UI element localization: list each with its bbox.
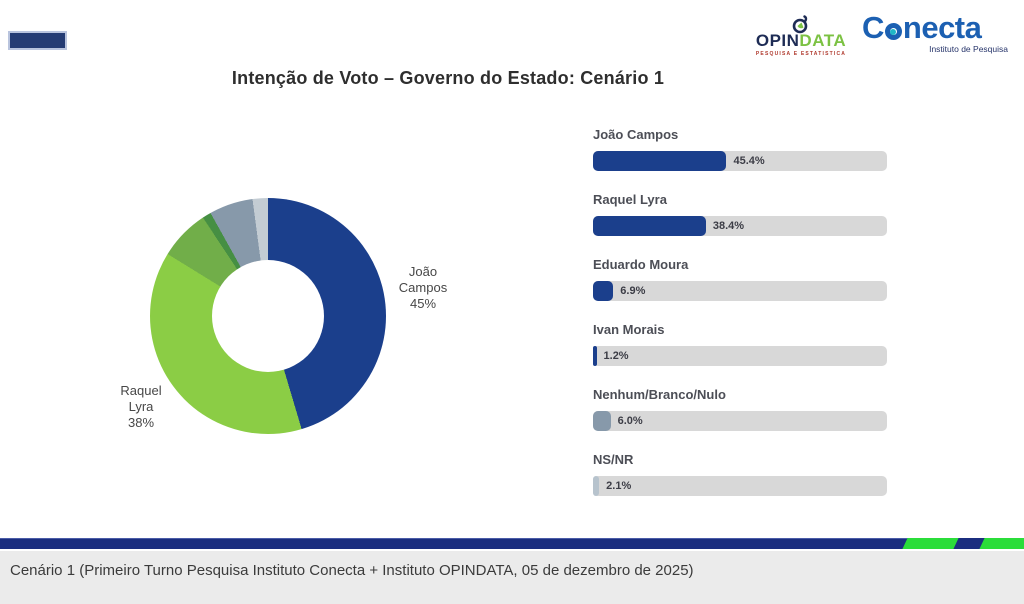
bar-fill <box>593 151 727 171</box>
bar-track: 38.4% <box>593 216 887 236</box>
donut-label-line: 45% <box>409 296 437 311</box>
bar-row-nenhum-branco-nulo: Nenhum/Branco/Nulo 6.0% <box>593 387 887 431</box>
bar-fill <box>593 411 611 431</box>
donut-chart <box>150 198 386 434</box>
bar-row-ns-nr: NS/NR 2.1% <box>593 452 887 496</box>
conecta-o-dot <box>890 28 897 35</box>
bar-row-joao-campos: João Campos 45.4% <box>593 127 887 171</box>
donut-label-raquel-lyra: Raquel Lyra 38% <box>108 383 174 431</box>
bar-fill <box>593 216 706 236</box>
opindata-wordmark: OPINDATA <box>750 32 852 50</box>
bar-fill <box>593 281 614 301</box>
magnifier-icon <box>792 15 808 34</box>
bar-label: Raquel Lyra <box>593 192 667 207</box>
donut-label-line: 38% <box>127 415 155 430</box>
stripe-green-segment <box>979 538 1024 549</box>
bar-value: 1.2% <box>603 350 629 362</box>
opindata-text-opin: OPIN <box>755 31 800 50</box>
conecta-text-c: C <box>862 10 884 45</box>
donut-label-line: João <box>408 264 438 279</box>
bar-value: 6.0% <box>617 415 643 427</box>
conecta-text-rest: necta <box>902 10 982 45</box>
opindata-tagline: PESQUISA E ESTATISTICA <box>755 51 847 57</box>
bar-track: 6.9% <box>593 281 887 301</box>
bar-track: 6.0% <box>593 411 887 431</box>
footer-band: Cenário 1 (Primeiro Turno Pesquisa Insti… <box>0 551 1024 604</box>
bar-label: Ivan Morais <box>593 322 665 337</box>
bar-value: 6.9% <box>620 285 646 297</box>
bar-track: 1.2% <box>593 346 887 366</box>
stripe-green-segment <box>902 538 960 549</box>
donut-hole <box>212 260 324 372</box>
bar-chart: João Campos 45.4% Raquel Lyra 38.4% Edua… <box>593 127 887 517</box>
chart-title: Intenção de Voto – Governo do Estado: Ce… <box>231 68 665 88</box>
bar-track: 2.1% <box>593 476 887 496</box>
bar-fill <box>593 476 600 496</box>
bar-row-raquel-lyra: Raquel Lyra 38.4% <box>593 192 887 236</box>
opindata-logo: OPINDATA PESQUISA E ESTATISTICA <box>750 12 852 57</box>
bar-row-ivan-morais: Ivan Morais 1.2% <box>593 322 887 366</box>
bar-value: 45.4% <box>733 155 765 167</box>
bar-label: João Campos <box>593 127 679 142</box>
top-left-decoration <box>8 31 67 50</box>
bar-value: 2.1% <box>606 480 632 492</box>
bar-row-eduardo-moura: Eduardo Moura 6.9% <box>593 257 887 301</box>
stripe-navy-bar <box>0 538 1024 549</box>
footer-caption: Cenário 1 (Primeiro Turno Pesquisa Insti… <box>10 562 694 579</box>
conecta-tagline: Instituto de Pesquisa <box>929 44 1008 54</box>
bar-label: Eduardo Moura <box>593 257 689 272</box>
opindata-text-data: DATA <box>799 31 847 50</box>
donut-label-line: Campos <box>398 280 448 295</box>
bar-value: 38.4% <box>712 220 745 232</box>
bottom-stripe-decoration <box>0 538 1024 549</box>
donut-label-line: Lyra <box>128 399 154 414</box>
bar-label: Nenhum/Branco/Nulo <box>593 387 726 402</box>
bar-track: 45.4% <box>593 151 887 171</box>
bar-fill <box>593 346 597 366</box>
donut-label-line: Raquel <box>120 383 162 398</box>
donut-label-joao-campos: João Campos 45% <box>390 264 456 312</box>
bar-label: NS/NR <box>593 452 634 467</box>
conecta-o-icon <box>884 23 902 40</box>
